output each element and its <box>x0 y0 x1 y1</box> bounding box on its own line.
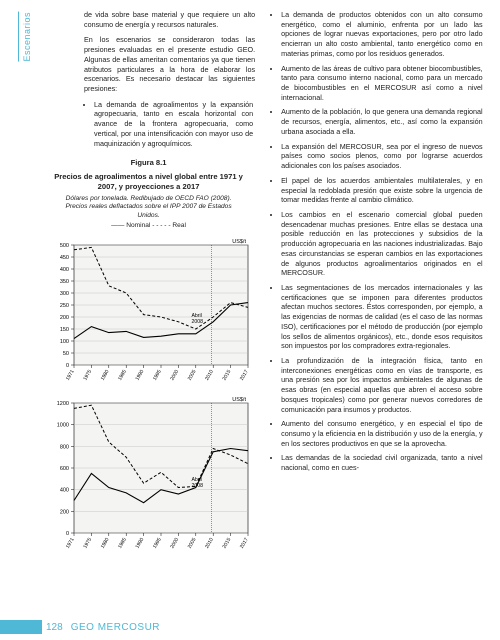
svg-text:US$/t: US$/t <box>232 397 246 403</box>
svg-text:2017: 2017 <box>239 368 250 381</box>
svg-text:1995: 1995 <box>152 368 163 381</box>
svg-text:300: 300 <box>59 291 68 297</box>
svg-text:450: 450 <box>59 255 68 261</box>
intro-para-a: de vida sobre base material y que requie… <box>42 10 255 29</box>
svg-text:1990: 1990 <box>134 536 145 549</box>
svg-text:200: 200 <box>59 509 68 515</box>
svg-text:US$/t: US$/t <box>232 239 246 245</box>
figure-title: Precios de agroalimentos a nivel global … <box>42 172 255 193</box>
svg-text:2015: 2015 <box>221 368 232 381</box>
figure-subtitle: Dólares por tonelada. Redibujado de OECD… <box>42 195 255 222</box>
page-number: 128 <box>46 622 63 633</box>
chart-2: 0 200 400 600 800 1000 1200 1971 1975 1980 1985 199… <box>44 393 254 553</box>
left-column: de vida sobre base material y que requie… <box>42 10 255 618</box>
svg-text:2008: 2008 <box>191 483 203 489</box>
svg-text:1985: 1985 <box>117 536 128 549</box>
svg-text:1200: 1200 <box>56 401 68 407</box>
right-column: La demanda de productos obtenidos con un… <box>267 10 485 618</box>
right-bullet-item: La expansión del MERCOSUR, sea por el in… <box>281 142 485 171</box>
svg-text:0: 0 <box>65 363 68 369</box>
svg-text:0: 0 <box>65 531 68 537</box>
charts: 0 50 100 150 200 250 300 350 400 450 500 1971 1975 19… <box>42 235 255 553</box>
svg-text:150: 150 <box>59 327 68 333</box>
left-bullet-item: La demanda de agroalimentos y la expansi… <box>94 100 255 149</box>
figure-label: Figura 8.1 <box>42 158 255 168</box>
svg-text:2000: 2000 <box>169 536 180 549</box>
svg-text:100: 100 <box>59 339 68 345</box>
svg-text:1980: 1980 <box>99 536 110 549</box>
intro-para-b: En los escenarios se consideraron todas … <box>42 35 255 93</box>
svg-text:1995: 1995 <box>152 536 163 549</box>
svg-text:350: 350 <box>59 279 68 285</box>
svg-text:1990: 1990 <box>134 368 145 381</box>
page-footer: 128 GEO MERCOSUR <box>0 620 500 634</box>
right-bullets: La demanda de productos obtenidos con un… <box>267 10 485 473</box>
svg-text:250: 250 <box>59 303 68 309</box>
svg-text:50: 50 <box>62 351 68 357</box>
section-side-tab: Escenarios <box>18 12 32 62</box>
svg-text:1971: 1971 <box>65 368 76 381</box>
svg-text:2010: 2010 <box>204 368 215 381</box>
svg-text:800: 800 <box>59 444 68 450</box>
svg-text:200: 200 <box>59 315 68 321</box>
svg-text:2015: 2015 <box>221 536 232 549</box>
right-bullet-item: Aumento de la población, lo que genera u… <box>281 107 485 136</box>
svg-text:400: 400 <box>59 487 68 493</box>
page-body: de vida sobre base material y que requie… <box>42 10 486 618</box>
svg-text:2010: 2010 <box>204 536 215 549</box>
svg-text:600: 600 <box>59 466 68 472</box>
right-bullet-item: Aumento de las áreas de cultivo para obt… <box>281 64 485 103</box>
left-bullets: La demanda de agroalimentos y la expansi… <box>42 100 255 149</box>
svg-text:2017: 2017 <box>239 536 250 549</box>
svg-text:1980: 1980 <box>99 368 110 381</box>
svg-text:1971: 1971 <box>65 536 76 549</box>
chart-1: 0 50 100 150 200 250 300 350 400 450 500 1971 1975 19… <box>44 235 254 385</box>
right-bullet-item: Aumento del consumo energético, y en esp… <box>281 419 485 448</box>
figure-legend: —— Nominal - - - - - Real <box>42 222 255 231</box>
right-bullet-item: Los cambios en el escenario comercial gl… <box>281 210 485 278</box>
footer-color-bar <box>0 620 42 634</box>
right-bullet-item: Las demandas de la sociedad civil organi… <box>281 453 485 472</box>
svg-text:2008: 2008 <box>191 319 203 325</box>
svg-text:1000: 1000 <box>56 422 68 428</box>
right-bullet-item: La demanda de productos obtenidos con un… <box>281 10 485 59</box>
svg-text:500: 500 <box>59 243 68 249</box>
svg-text:2005: 2005 <box>186 368 197 381</box>
svg-text:400: 400 <box>59 267 68 273</box>
right-bullet-item: La profundización de la integración físi… <box>281 356 485 414</box>
right-bullet-item: El papel de los acuerdos ambientales mul… <box>281 176 485 205</box>
right-bullet-item: Las segmentaciones de los mercados inter… <box>281 283 485 351</box>
svg-text:1985: 1985 <box>117 368 128 381</box>
footer-title: GEO MERCOSUR <box>71 622 160 633</box>
svg-text:2000: 2000 <box>169 368 180 381</box>
svg-text:1975: 1975 <box>82 368 93 381</box>
svg-text:1975: 1975 <box>82 536 93 549</box>
svg-text:2005: 2005 <box>186 536 197 549</box>
